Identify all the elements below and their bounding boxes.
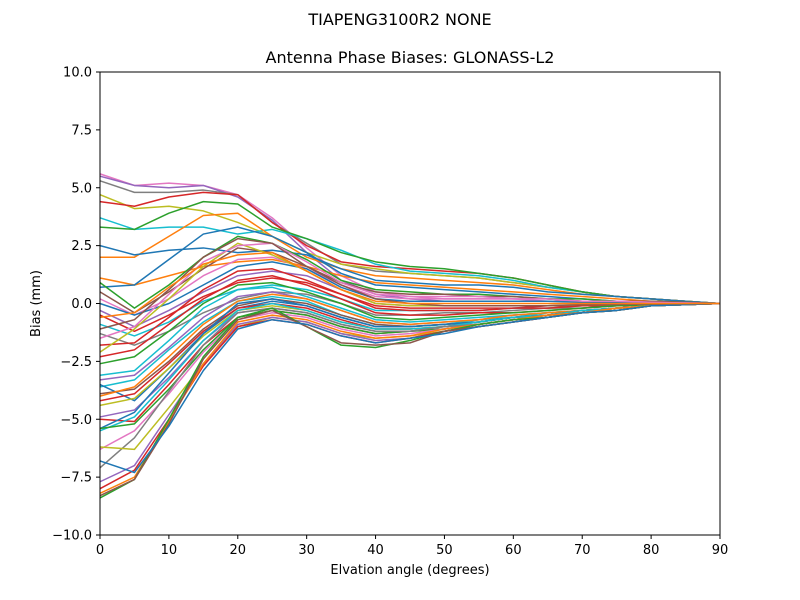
x-tick-label: 70 bbox=[574, 543, 591, 558]
series-line-44 bbox=[99, 302, 721, 497]
series-line-43 bbox=[99, 302, 721, 499]
series-line-46 bbox=[99, 242, 721, 339]
y-tick-label: 0.0 bbox=[71, 297, 92, 312]
y-tick-label: 5.0 bbox=[71, 181, 92, 196]
y-tick-label: 10.0 bbox=[63, 66, 92, 81]
series-layer bbox=[99, 173, 721, 499]
series-line-38 bbox=[99, 302, 721, 469]
series-line-7 bbox=[99, 200, 721, 305]
y-axis-label: Bias (mm) bbox=[29, 270, 44, 337]
x-tick-label: 50 bbox=[436, 543, 453, 558]
y-tick-label: −2.5 bbox=[60, 355, 92, 370]
y-tick-label: −7.5 bbox=[60, 471, 92, 486]
x-tick-label: 80 bbox=[643, 543, 660, 558]
y-tick-label: −10.0 bbox=[52, 529, 92, 544]
y-tick-label: −5.0 bbox=[60, 413, 92, 428]
ticks-layer: 0 10 20 30 40 50 60 70 80 90 −10.0 −7.5 −5.0 −2.5 0.0 2… bbox=[52, 66, 728, 559]
series-line-42 bbox=[99, 302, 721, 495]
series-line-23 bbox=[99, 281, 721, 365]
x-tick-label: 40 bbox=[367, 543, 384, 558]
x-tick-label: 10 bbox=[161, 543, 178, 558]
chart-title: Antenna Phase Biases: GLONASS-L2 bbox=[266, 48, 555, 67]
chart-suptitle: TIAPENG3100R2 NONE bbox=[307, 10, 491, 29]
series-line-15 bbox=[99, 261, 721, 316]
x-tick-label: 20 bbox=[230, 543, 247, 558]
x-axis-label: Elvation angle (degrees) bbox=[330, 563, 489, 578]
series-line-45 bbox=[99, 302, 721, 474]
y-tick-label: 7.5 bbox=[71, 123, 92, 138]
series-line-9 bbox=[99, 244, 721, 305]
x-tick-label: 60 bbox=[505, 543, 522, 558]
y-tick-label: 2.5 bbox=[71, 239, 92, 254]
x-tick-label: 0 bbox=[96, 543, 104, 558]
x-tick-label: 90 bbox=[712, 543, 729, 558]
series-line-48 bbox=[99, 251, 720, 319]
x-tick-label: 30 bbox=[298, 543, 315, 558]
